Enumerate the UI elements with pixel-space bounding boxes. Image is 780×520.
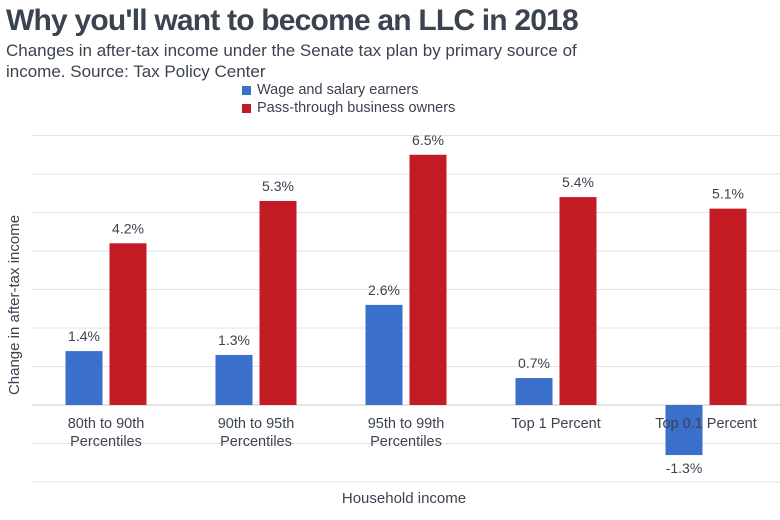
chart-subtitle: Changes in after-tax income under the Se… [6, 41, 577, 81]
bar-pass-through-2 [259, 200, 297, 405]
data-label-pass-through-1: 4.2% [112, 220, 144, 236]
data-label-wage-5: -1.3% [666, 460, 703, 476]
bar-pass-through-1 [109, 243, 147, 405]
chart-title: Why you'll want to become an LLC in 2018 [6, 4, 579, 37]
legend: Wage and salary earners Pass-through bus… [242, 81, 455, 117]
data-label-pass-through-5: 5.1% [712, 186, 744, 202]
data-label-wage-3: 2.6% [368, 282, 400, 298]
data-label-pass-through-4: 5.4% [562, 174, 594, 190]
data-label-pass-through-3: 6.5% [412, 132, 444, 148]
bar-wage-5 [665, 405, 703, 456]
x-tick-label-2: 90th to 95th Percentiles [218, 416, 295, 450]
bar-wage-4 [515, 378, 553, 405]
bar-pass-through-4 [559, 197, 597, 405]
bar-wage-2 [215, 354, 253, 405]
x-tick-label-1: 80th to 90th Percentiles [68, 416, 145, 450]
legend-swatch-pass-through [242, 103, 251, 113]
bar-pass-through-3 [409, 154, 447, 405]
y-axis-title: Change in after-tax income [6, 215, 23, 395]
data-label-wage-4: 0.7% [518, 355, 550, 371]
x-tick-label-3: 95th to 99th Percentiles [368, 416, 445, 450]
x-tick-label-5: Top 0.1 Percent [655, 416, 757, 432]
bar-pass-through-5 [709, 208, 747, 405]
x-axis-title: Household income [342, 490, 466, 507]
legend-label-pass-through: Pass-through business owners [257, 100, 456, 116]
bar-wage-1 [65, 351, 103, 405]
legend-item-wage: Wage and salary earners [242, 81, 455, 99]
data-label-pass-through-2: 5.3% [262, 178, 294, 194]
legend-label-wage: Wage and salary earners [257, 82, 419, 98]
legend-swatch-wage [242, 85, 251, 95]
legend-item-pass-through: Pass-through business owners [242, 99, 455, 117]
x-tick-label-4: Top 1 Percent [511, 416, 600, 432]
bar-wage-3 [365, 304, 403, 405]
data-label-wage-2: 1.3% [218, 332, 250, 348]
data-label-wage-1: 1.4% [68, 328, 100, 344]
